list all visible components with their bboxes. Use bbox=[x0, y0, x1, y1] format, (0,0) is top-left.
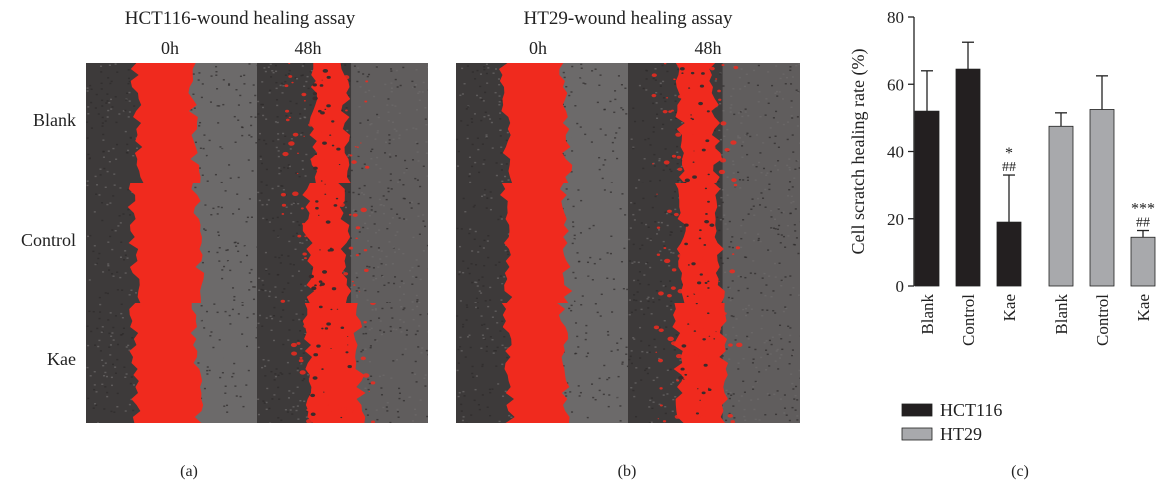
hct116-control-48h-micrograph bbox=[257, 183, 428, 303]
bar-hct116-control bbox=[955, 68, 981, 287]
significance-mark: *** bbox=[1131, 201, 1155, 218]
healing-rate-bar-chart: 0 20 40 60 80 Cell scratch healing rate (%) Bl… bbox=[848, 8, 1156, 444]
x-tick-label: Kae bbox=[1134, 294, 1153, 321]
significance-mark: ## bbox=[1136, 216, 1150, 231]
panel-a-time-0h: 0h bbox=[161, 38, 179, 58]
ht29-blank-0h-micrograph bbox=[456, 63, 628, 183]
x-tick-label: Control bbox=[959, 294, 978, 346]
bar-ht29-blank bbox=[1048, 125, 1074, 287]
ht29-control-0h-micrograph bbox=[456, 183, 628, 303]
row-label-control: Control bbox=[20, 230, 76, 250]
row-label-kae: Kae bbox=[47, 349, 76, 369]
y-tick-label: 80 bbox=[887, 8, 904, 27]
bar-ht29-kae bbox=[1130, 236, 1156, 287]
panel-b-time-0h: 0h bbox=[529, 38, 547, 58]
significance-mark: ## bbox=[1002, 160, 1016, 175]
bar-hct116-kae bbox=[996, 221, 1022, 287]
hct116-kae-0h-micrograph bbox=[86, 303, 257, 423]
panel-a-caption: (a) bbox=[180, 463, 198, 480]
panel-b-caption: (b) bbox=[617, 463, 637, 480]
hct116-blank-0h-micrograph bbox=[86, 63, 257, 183]
panel-b-title: HT29-wound healing assay bbox=[523, 8, 733, 29]
x-tick-label: Control bbox=[1093, 294, 1112, 346]
panel-a-title: HCT116-wound healing assay bbox=[124, 8, 356, 29]
ht29-control-48h-micrograph bbox=[628, 183, 800, 303]
panel-c-caption: (c) bbox=[1011, 463, 1029, 480]
y-tick-label: 60 bbox=[887, 75, 904, 94]
hct116-micrograph-grid bbox=[86, 63, 428, 423]
y-tick-label: 0 bbox=[896, 277, 905, 296]
y-tick-label: 40 bbox=[887, 143, 904, 162]
x-tick-label: Blank bbox=[918, 294, 937, 335]
legend-swatch-ht29 bbox=[901, 427, 933, 441]
ht29-micrograph-grid bbox=[456, 63, 800, 423]
x-tick-label: Blank bbox=[1052, 294, 1071, 335]
ht29-kae-0h-micrograph bbox=[456, 303, 628, 423]
bar-ht29-control bbox=[1089, 109, 1115, 287]
x-tick-label: Kae bbox=[1000, 294, 1019, 321]
hct116-blank-48h-micrograph bbox=[257, 63, 428, 183]
hct116-kae-48h-micrograph bbox=[257, 303, 428, 423]
panel-a-time-48h: 48h bbox=[294, 38, 322, 58]
hct116-control-0h-micrograph bbox=[86, 183, 257, 303]
row-label-blank: Blank bbox=[33, 110, 76, 130]
significance-mark: * bbox=[1005, 145, 1013, 162]
panel-b-time-48h: 48h bbox=[694, 38, 722, 58]
y-tick-label: 20 bbox=[887, 210, 904, 229]
ht29-blank-48h-micrograph bbox=[628, 63, 800, 183]
y-axis-label: Cell scratch healing rate (%) bbox=[848, 49, 869, 255]
legend-label-ht29: HT29 bbox=[940, 424, 982, 444]
ht29-kae-48h-micrograph bbox=[628, 303, 800, 423]
legend-label-hct116: HCT116 bbox=[940, 400, 1002, 420]
bar-hct116-blank bbox=[914, 110, 940, 287]
legend-swatch-hct116 bbox=[901, 403, 933, 417]
